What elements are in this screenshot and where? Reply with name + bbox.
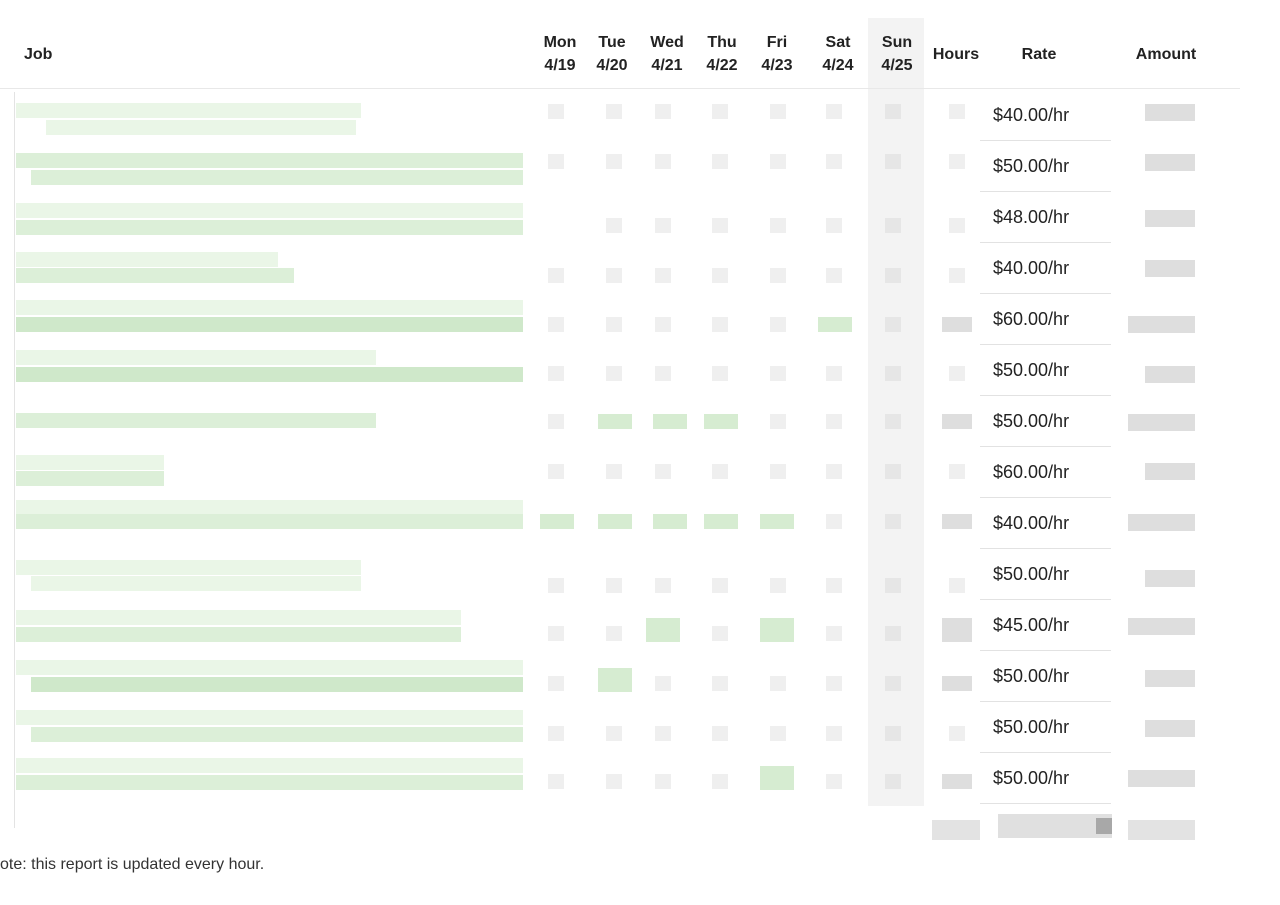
column-header-fri: Fri 4/23 xyxy=(752,31,802,77)
rate-column: $40.00/hr $50.00/hr $48.00/hr $40.00/hr … xyxy=(980,90,1111,804)
rate-cell: $48.00/hr xyxy=(980,192,1111,243)
rate-cell: $40.00/hr xyxy=(980,243,1111,294)
day-name: Sat xyxy=(825,34,851,51)
total-hours-redacted xyxy=(932,820,980,840)
rate-cell: $50.00/hr xyxy=(980,396,1111,447)
day-name: Mon xyxy=(543,34,577,51)
table-left-border xyxy=(14,92,15,828)
column-header-amount: Amount xyxy=(1135,46,1197,63)
rate-cell: $60.00/hr xyxy=(980,447,1111,498)
rate-cell: $50.00/hr xyxy=(980,702,1111,753)
day-date: 4/21 xyxy=(651,57,683,74)
current-day-column-highlight xyxy=(868,18,924,806)
rate-cell: $40.00/hr xyxy=(980,498,1111,549)
day-date: 4/22 xyxy=(706,57,738,74)
column-header-mon: Mon 4/19 xyxy=(535,31,585,77)
column-header-rate: Rate xyxy=(1021,46,1057,63)
day-date: 4/20 xyxy=(596,57,628,74)
column-header-job: Job xyxy=(24,46,53,63)
day-name: Wed xyxy=(650,34,684,51)
day-name: Fri xyxy=(766,34,788,51)
rate-cell: $40.00/hr xyxy=(980,90,1111,141)
column-header-thu: Thu 4/22 xyxy=(697,31,747,77)
day-name: Tue xyxy=(598,34,626,51)
rate-cell: $50.00/hr xyxy=(980,549,1111,600)
total-rate-redacted xyxy=(998,814,1112,838)
day-name: Thu xyxy=(707,34,737,51)
rate-cell: $50.00/hr xyxy=(980,753,1111,804)
rate-cell: $45.00/hr xyxy=(980,600,1111,651)
day-date: 4/25 xyxy=(881,57,913,74)
column-header-sat: Sat 4/24 xyxy=(813,31,863,77)
header-divider xyxy=(0,88,1240,89)
day-date: 4/23 xyxy=(761,57,793,74)
day-name: Sun xyxy=(881,34,913,51)
report-footnote: ote: this report is updated every hour. xyxy=(0,856,265,873)
column-header-hours: Hours xyxy=(932,46,980,63)
column-header-wed: Wed 4/21 xyxy=(642,31,692,77)
rate-cell: $50.00/hr xyxy=(980,345,1111,396)
rate-cell: $60.00/hr xyxy=(980,294,1111,345)
rate-cell: $50.00/hr xyxy=(980,651,1111,702)
column-header-tue: Tue 4/20 xyxy=(587,31,637,77)
column-header-sun: Sun 4/25 xyxy=(872,31,922,77)
day-date: 4/24 xyxy=(822,57,854,74)
total-amount-redacted xyxy=(1128,820,1195,840)
day-date: 4/19 xyxy=(544,57,576,74)
rate-cell: $50.00/hr xyxy=(980,141,1111,192)
